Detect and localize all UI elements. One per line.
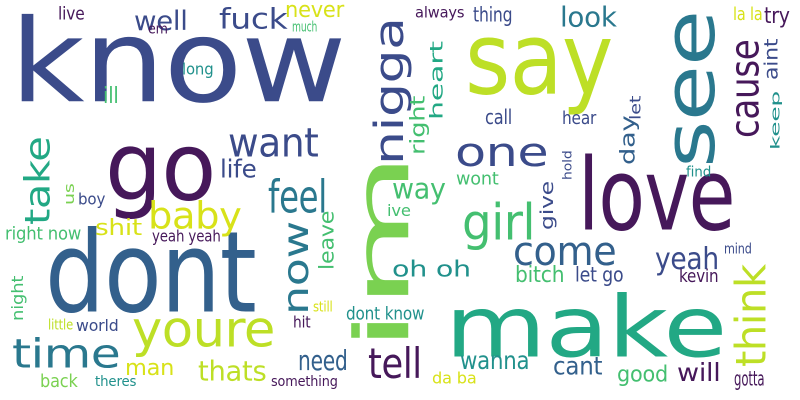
word-one: one: [455, 128, 549, 176]
word-mind: mind: [724, 240, 752, 258]
word-tell: tell: [368, 340, 422, 389]
word-night: night: [8, 275, 27, 321]
word-life: life: [220, 155, 257, 185]
word-us: us: [61, 183, 79, 205]
word-girl: girl: [462, 193, 536, 253]
word-hold: hold: [561, 150, 575, 180]
word-make: make: [445, 277, 727, 377]
word-back: back: [40, 371, 78, 393]
word-thing: thing: [473, 2, 513, 27]
word-yeah: yeah: [655, 242, 719, 277]
word-ill: ill: [103, 83, 119, 110]
word-always: always: [415, 3, 465, 22]
word-find: find: [686, 163, 712, 181]
word-long: long: [182, 60, 214, 80]
word-now: now: [275, 221, 317, 315]
word-em: em: [148, 20, 168, 38]
word-baby: baby: [148, 194, 242, 238]
word-much: much: [292, 18, 318, 36]
word-will: will: [677, 357, 721, 388]
word-call: call: [485, 105, 513, 130]
word-love: love: [578, 136, 736, 254]
word-hit: hit: [293, 313, 311, 333]
word-cant: cant: [553, 352, 603, 382]
word-oh-oh: oh oh: [392, 255, 471, 283]
word-little: little: [48, 316, 74, 334]
word-try: try: [764, 2, 790, 29]
word-know: know: [10, 0, 347, 130]
word-leave: leave: [316, 210, 339, 270]
word-look: look: [560, 2, 617, 35]
word-fuck: fuck: [219, 2, 288, 36]
word-dont-know: dont know: [346, 302, 425, 325]
word-la-la: la la: [733, 3, 763, 25]
word-wont: wont: [456, 167, 499, 190]
word-kevin: kevin: [679, 265, 719, 288]
word-theres: theres: [95, 373, 137, 391]
word-wanna: wanna: [460, 345, 530, 376]
word-thats: thats: [198, 354, 267, 388]
word-way: way: [392, 172, 446, 206]
word-right-now: right now: [5, 222, 82, 245]
word-keep: keep: [768, 90, 783, 150]
word-never: never: [285, 0, 345, 23]
word-world: world: [76, 315, 119, 336]
word-go: go: [105, 111, 216, 223]
word-ive: ive: [387, 200, 411, 221]
word-day: day: [616, 115, 640, 165]
word-shit: shit: [95, 216, 142, 241]
word-da-ba: da ba: [432, 369, 477, 389]
word-want: want: [228, 119, 319, 167]
word-live: live: [58, 2, 85, 25]
word-something: something: [271, 373, 338, 391]
word-nigga: nigga: [366, 17, 414, 165]
word-time: time: [12, 331, 121, 378]
word-heart: heart: [426, 41, 448, 120]
word-cause: cause: [721, 39, 768, 139]
word-yeah-yeah: yeah yeah: [152, 227, 221, 247]
word-take: take: [17, 136, 58, 225]
word-think: think: [726, 264, 776, 367]
word-come: come: [513, 228, 617, 275]
word-aint: aint: [761, 38, 783, 80]
word-let-go: let go: [575, 262, 624, 287]
word-well: well: [134, 5, 188, 38]
word-man: man: [125, 356, 175, 381]
word-right: right: [406, 95, 430, 155]
word-need: need: [298, 345, 348, 378]
word-youre: youre: [132, 300, 275, 359]
word-gotta: gotta: [734, 368, 765, 392]
word-say: say: [465, 1, 613, 118]
word-still: still: [313, 298, 333, 316]
word-bitch: bitch: [515, 262, 565, 289]
word-boy: boy: [78, 190, 106, 210]
word-feel: feel: [268, 171, 327, 224]
word-dont: dont: [45, 208, 257, 339]
word-good: good: [617, 360, 669, 388]
word-hear: hear: [562, 108, 597, 130]
word-give: give: [536, 181, 558, 230]
